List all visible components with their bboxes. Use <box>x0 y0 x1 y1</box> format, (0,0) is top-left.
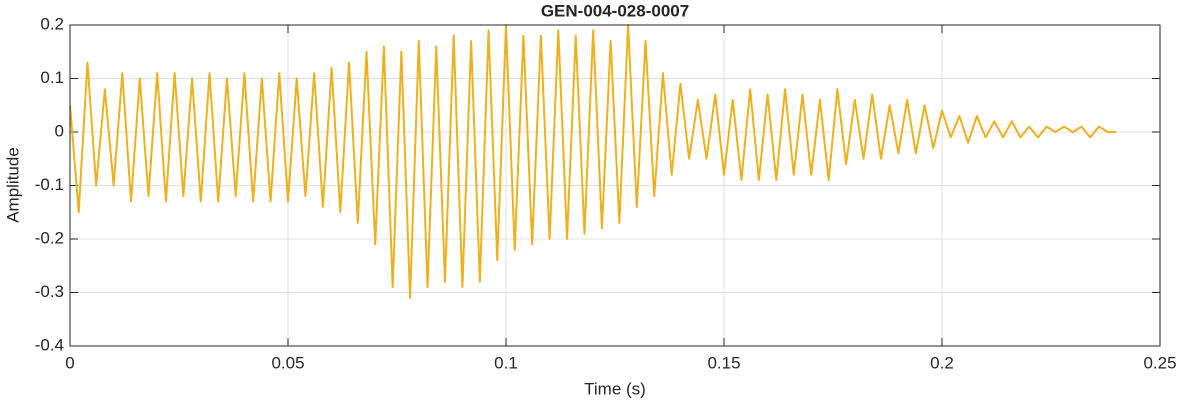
x-tick-label: 0.05 <box>271 353 304 372</box>
y-tick-label: 0.2 <box>40 14 64 33</box>
x-tick-label: 0.15 <box>707 353 740 372</box>
x-tick-label: 0 <box>65 353 74 372</box>
y-tick-label: 0.1 <box>40 68 64 87</box>
x-tick-label: 0.1 <box>494 353 518 372</box>
x-tick-label: 0.25 <box>1143 353 1176 372</box>
y-tick-label: 0 <box>55 121 64 140</box>
y-tick-label: -0.4 <box>35 335 64 354</box>
y-tick-label: -0.3 <box>35 282 64 301</box>
x-axis-label: Time (s) <box>584 379 646 398</box>
waveform-line <box>69 24 1117 299</box>
y-tick-label: -0.2 <box>35 228 64 247</box>
y-tick-label: -0.1 <box>35 175 64 194</box>
chart-title: GEN-004-028-0007 <box>541 1 689 20</box>
x-tick-label: 0.2 <box>930 353 954 372</box>
axes-frame <box>69 24 1161 347</box>
y-axis-label: Amplitude <box>3 147 22 223</box>
